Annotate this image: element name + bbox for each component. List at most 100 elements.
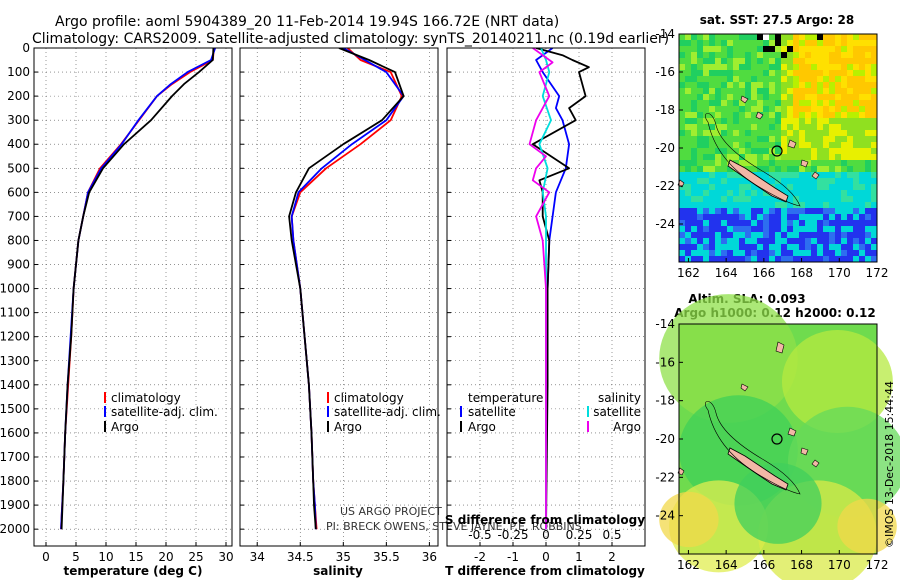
sst-cell: [679, 166, 685, 172]
sst-cell: [793, 64, 799, 70]
sst-cell: [763, 154, 769, 160]
sst-cell: [859, 160, 865, 166]
sst-cell: [847, 220, 853, 226]
sst-cell: [769, 130, 775, 136]
sst-cell: [793, 244, 799, 250]
sst-cell: [859, 208, 865, 214]
sst-cell: [781, 64, 787, 70]
sst-cell: [793, 214, 799, 220]
sst-cell: [823, 34, 829, 40]
sst-cell: [769, 244, 775, 250]
sst-cell: [715, 142, 721, 148]
sst-cell: [751, 34, 757, 40]
x-tick-label: 20: [158, 550, 173, 564]
header-line-2: Climatology: CARS2009. Satellite-adjuste…: [32, 31, 669, 47]
sst-cell: [733, 130, 739, 136]
sst-cell: [751, 46, 757, 52]
sst-cell: [811, 232, 817, 238]
sst-cell: [709, 142, 715, 148]
sst-cell: [805, 94, 811, 100]
sst-cell: [841, 106, 847, 112]
sst-cell: [781, 136, 787, 142]
sst-cell: [769, 202, 775, 208]
sst-cell: [781, 166, 787, 172]
sst-cell: [769, 256, 775, 262]
sst-cell: [709, 148, 715, 154]
sst-cell: [727, 100, 733, 106]
sst-cell: [685, 214, 691, 220]
sst-cell: [745, 154, 751, 160]
sst-cell: [841, 172, 847, 178]
sst-cell: [751, 124, 757, 130]
sst-cell: [829, 232, 835, 238]
sst-cell: [709, 190, 715, 196]
sst-cell: [853, 226, 859, 232]
sst-cell: [757, 118, 763, 124]
sst-cell: [871, 196, 877, 202]
sst-cell: [733, 76, 739, 82]
sst-cell: [685, 196, 691, 202]
sst-cell: [715, 82, 721, 88]
sst-cell: [679, 88, 685, 94]
sst-cell: [829, 112, 835, 118]
difference-axes-frame: [446, 47, 646, 547]
sst-cell: [829, 82, 835, 88]
sst-cell: [859, 190, 865, 196]
sst-cell: [727, 154, 733, 160]
sst-cell: [763, 160, 769, 166]
sst-cell: [829, 196, 835, 202]
sst-cell: [685, 232, 691, 238]
sst-cell: [745, 214, 751, 220]
sst-cell: [697, 166, 703, 172]
sst-cell: [787, 118, 793, 124]
sst-cell: [721, 214, 727, 220]
sst-cell: [763, 88, 769, 94]
sst-cell: [733, 232, 739, 238]
sst-cell: [727, 244, 733, 250]
sst-cell: [829, 100, 835, 106]
sst-cell: [793, 250, 799, 256]
sst-cell: [727, 166, 733, 172]
sst-cell: [727, 238, 733, 244]
sst-cell: [739, 202, 745, 208]
sst-cell: [679, 220, 685, 226]
sst-cell: [751, 244, 757, 250]
sst-cell: [751, 190, 757, 196]
sst-cell: [697, 130, 703, 136]
sst-cell: [853, 106, 859, 112]
sst-cell: [841, 196, 847, 202]
sst-cell: [757, 208, 763, 214]
sst-cell: [823, 202, 829, 208]
sst-cell: [703, 88, 709, 94]
sst-cell: [805, 46, 811, 52]
sst-cell: [847, 52, 853, 58]
lon-tick-label: 162: [677, 266, 700, 280]
sst-cell: [853, 208, 859, 214]
sst-cell: [847, 58, 853, 64]
sst-cell: [835, 82, 841, 88]
sst-cell: [691, 166, 697, 172]
series-line-argo: [60, 48, 215, 530]
sst-cell: [775, 184, 781, 190]
sst-cell: [859, 88, 865, 94]
sst-cell: [721, 82, 727, 88]
x-tick-label: -1: [507, 550, 519, 564]
sst-cell: [811, 208, 817, 214]
sst-cell: [727, 34, 733, 40]
sst-cell: [835, 106, 841, 112]
sst-cell: [811, 70, 817, 76]
sst-cell: [763, 100, 769, 106]
sst-cell: [691, 244, 697, 250]
sst-cell: [793, 238, 799, 244]
sst-cell: [799, 100, 805, 106]
sst-cell: [805, 70, 811, 76]
legend-label-s-satellite: satellite: [593, 405, 641, 419]
sst-cell: [817, 214, 823, 220]
sst-cell: [679, 160, 685, 166]
sst-cell: [787, 94, 793, 100]
sst-cell: [865, 160, 871, 166]
sst-cell: [817, 202, 823, 208]
sst-cell: [823, 148, 829, 154]
sst-cell: [823, 250, 829, 256]
sst-cell: [745, 184, 751, 190]
